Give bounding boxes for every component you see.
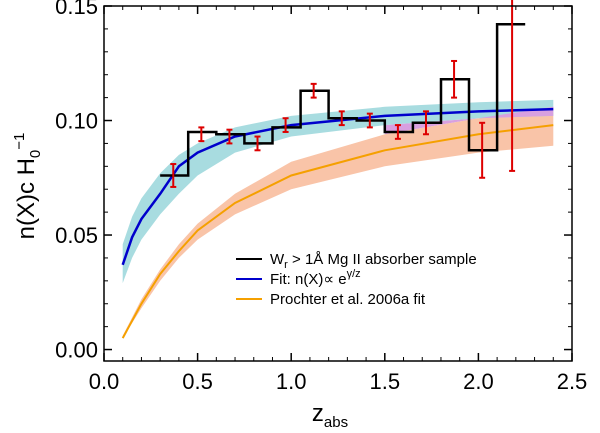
error-bar [509, 0, 516, 172]
plot-frame [103, 5, 573, 362]
y-axis-label-main: n(X)c H [13, 158, 40, 239]
x-tick-label: 1.5 [370, 369, 401, 394]
error-bar [366, 112, 373, 129]
legend-label-histogram: Wr > 1Å Mg II absorber sample [270, 251, 477, 271]
error-bar [479, 121, 486, 179]
legend: Wr > 1Å Mg II absorber sample Fit: n(X)∝… [236, 251, 477, 308]
error-bar [282, 117, 289, 133]
y-tick-label: 0.10 [55, 109, 98, 134]
y-axis-label: n(X)c H0−1 [11, 133, 44, 240]
error-bar [422, 110, 429, 136]
x-tick-label: 1.0 [276, 369, 307, 394]
error-bar [394, 124, 401, 140]
fit-curves [121, 107, 554, 339]
error-bar [226, 128, 233, 145]
x-tick-label: 2.0 [463, 369, 494, 394]
x-tick-label: 2.5 [557, 369, 588, 394]
x-axis-label: zabs [312, 400, 348, 431]
error-bar [254, 135, 261, 152]
y-axis-label-sup: −1 [11, 133, 28, 150]
y-tick-label: 0.15 [55, 0, 98, 19]
axis-ticks: 0.0 0.5 1.0 1.5 2.0 2.5 0.00 0.05 0.10 0.15 [55, 0, 587, 394]
y-axis-label-sub: 0 [27, 150, 44, 158]
y-tick-label: 0.05 [55, 223, 98, 248]
error-bar [198, 126, 205, 143]
error-bar [310, 82, 317, 99]
x-tick-label: 0.5 [182, 369, 213, 394]
error-bars [170, 0, 516, 188]
error-bar [170, 163, 177, 188]
legend-label-fit: Fit: n(X)∝ eγ/z [270, 268, 361, 288]
error-bar [451, 59, 458, 99]
fit-band [122, 99, 554, 284]
y-tick-label: 0.00 [55, 338, 98, 363]
fit-line [121, 107, 554, 266]
prochter-fit-line [121, 124, 554, 339]
error-bar [338, 110, 345, 127]
x-axis-label-main: z [312, 400, 324, 427]
x-axis-label-sub: abs [324, 414, 348, 431]
x-tick-label: 0.0 [89, 369, 120, 394]
legend-label-prochter: Prochter et al. 2006a fit [270, 291, 426, 308]
